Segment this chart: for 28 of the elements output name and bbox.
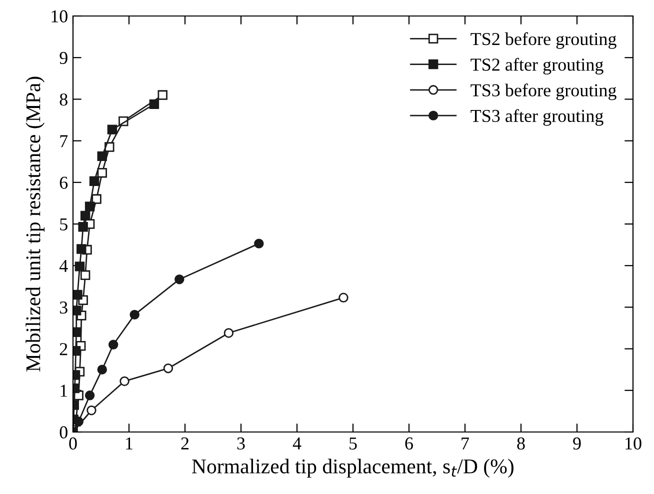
x-tick-label: 9 (573, 437, 581, 450)
y-tick-label: 10 (52, 10, 68, 22)
y-tick-label: 7 (60, 135, 68, 148)
x-tick-label: 7 (462, 438, 469, 450)
y-tick-label: 8 (60, 93, 68, 106)
x-tick-label: 3 (237, 437, 245, 450)
x-axis-title: Normalized tip displacement, s$_{t}$/D (%) (192, 458, 514, 478)
x-tick-label: 10 (626, 437, 642, 450)
x-tick-label: 1 (126, 437, 132, 450)
y-axis-title: Mobilized unit tip resistance (MPa) (26, 76, 45, 372)
y-tick-label: 0 (60, 426, 68, 438)
y-tick-label: 2 (60, 343, 68, 356)
x-tick-label: 8 (517, 437, 525, 450)
x-tick-label: 4 (292, 438, 302, 450)
y-tick-label: 1 (60, 384, 68, 397)
legend-label: TS3 before grouting (470, 84, 616, 100)
x-tick-label: 2 (181, 437, 189, 450)
y-tick-label: 5 (60, 218, 68, 230)
x-tick-label: 6 (405, 437, 413, 450)
y-tick-label: 6 (60, 176, 68, 189)
x-tick-label: 5 (350, 438, 357, 450)
x-tick-label: 0 (69, 437, 77, 450)
legend-label: TS3 after grouting (470, 109, 604, 126)
y-tick-label: 3 (60, 302, 68, 314)
y-tick-label: 4 (59, 260, 68, 272)
y-tick-label: 9 (60, 52, 68, 64)
legend-label: TS2 after grouting (470, 58, 604, 74)
legend-label: TS2 before grouting (470, 32, 616, 49)
